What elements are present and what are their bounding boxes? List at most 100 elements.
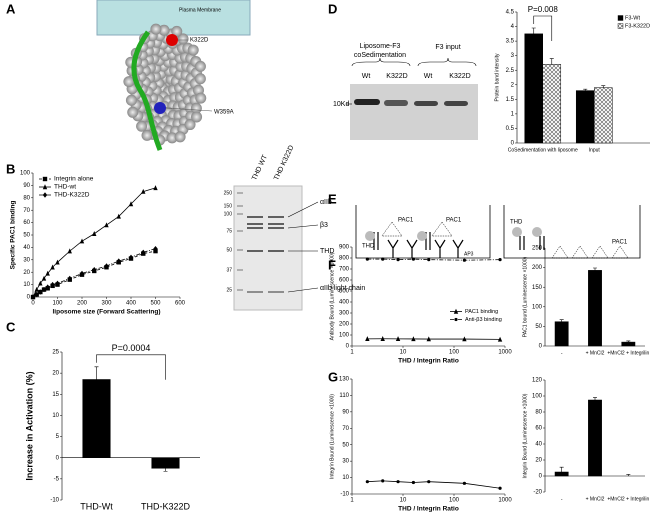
point — [411, 480, 416, 485]
y-tick-label: 40 — [23, 245, 30, 251]
atom — [125, 94, 137, 106]
point — [55, 280, 60, 287]
y-tick-label: 80 — [535, 410, 542, 416]
y-tick-label: 200 — [532, 265, 543, 271]
x-tick-label: 1 — [350, 498, 354, 504]
point — [380, 336, 385, 341]
point — [498, 258, 502, 262]
panel-label: D — [328, 1, 337, 16]
y-tick-label: 0 — [511, 141, 515, 147]
y-tick-label: 40 — [535, 442, 542, 448]
atom — [123, 76, 135, 88]
y-tick-label: -10 — [50, 498, 59, 504]
gel-marker: 100 — [224, 211, 233, 217]
point — [38, 280, 43, 286]
x-axis-label: liposome size (Forward Scattering) — [53, 309, 161, 316]
legend-label: THD-wt — [54, 184, 76, 191]
point — [45, 270, 50, 276]
y-tick-label: 1 — [511, 111, 515, 117]
y-tick-label: 2 — [511, 82, 515, 88]
y-tick-label: 80 — [23, 195, 30, 201]
y-tick-label: 20 — [23, 270, 30, 276]
gel-band-label: αIIb light chain — [320, 285, 365, 292]
gel-marker: 250 — [224, 190, 233, 196]
gel — [233, 185, 303, 311]
point — [462, 336, 467, 342]
blot-band — [384, 100, 408, 106]
panel-label: G — [328, 369, 338, 384]
point — [153, 185, 158, 191]
arrow — [287, 201, 319, 218]
pac1-triangles — [381, 221, 629, 259]
atom — [166, 132, 178, 144]
y-axis-label: Specific PAC1 binding — [10, 201, 17, 270]
atom — [195, 92, 207, 104]
point — [141, 249, 146, 256]
y-tick-label: 25 — [52, 350, 59, 356]
legend-marker — [42, 184, 48, 190]
gel-band-label: β3 — [320, 222, 328, 229]
y-tick-label: 0 — [27, 295, 31, 301]
bar — [594, 87, 613, 144]
point — [55, 259, 60, 265]
atom — [191, 111, 203, 123]
brace — [351, 57, 411, 67]
point — [396, 480, 400, 484]
gel-bands: 250 150 100 75 50 37 25 αIIb β3 THD αIIb light cha… — [224, 190, 366, 293]
blot-band — [444, 101, 468, 106]
point — [462, 481, 467, 485]
diagram-label: THD — [362, 244, 375, 250]
x-tick-label: 1000 — [498, 350, 512, 356]
y-tick-label: -20 — [533, 490, 542, 496]
atom — [190, 102, 202, 114]
atom — [136, 120, 148, 132]
series-line — [367, 480, 501, 489]
point — [41, 275, 47, 281]
error-bar — [601, 85, 606, 88]
legend-label: Integrin alone — [54, 176, 94, 183]
series-line — [32, 187, 156, 298]
error-bar — [626, 340, 631, 343]
y-tick-label: 2.5 — [506, 68, 515, 74]
error-bar — [583, 88, 588, 91]
lane-label: THD WT — [251, 153, 269, 181]
arrow — [287, 287, 319, 293]
error-bar — [94, 366, 99, 380]
y-tick-label: 50 — [342, 442, 349, 448]
legend-label: THD-K322D — [54, 192, 90, 199]
point — [365, 336, 370, 342]
gel-marker: 50 — [226, 247, 232, 253]
point — [128, 201, 134, 207]
point — [381, 479, 385, 483]
helix — [131, 30, 163, 151]
legend-swatch — [617, 23, 624, 29]
blot-band — [414, 101, 438, 106]
y-tick-label: 100 — [20, 171, 31, 177]
w359a-site — [154, 102, 166, 114]
error-bar — [163, 468, 168, 472]
bar — [554, 321, 569, 347]
bar — [82, 379, 111, 458]
y-tick-label: 4 — [511, 24, 515, 30]
x-tick-label: 1000 — [498, 498, 512, 504]
y-tick-label: 4.5 — [506, 10, 515, 16]
point — [79, 270, 85, 277]
point — [38, 289, 43, 295]
annotation: P=0.0004 — [112, 343, 151, 353]
x-tick-label: Input — [589, 147, 601, 153]
series-line — [367, 338, 501, 340]
gel-band-label: THD — [320, 248, 334, 255]
panel-label: F — [328, 257, 336, 272]
y-tick-label: 0 — [539, 344, 543, 350]
x-tick-label: 600 — [175, 301, 186, 307]
y-tick-label: -5 — [54, 476, 60, 482]
error-bar — [549, 58, 554, 65]
x-tick-label: 10 — [400, 498, 407, 504]
atom — [127, 106, 139, 118]
point — [92, 267, 97, 273]
x-tick-label: +MnCl2 + Integrilin — [607, 350, 649, 356]
bar — [588, 270, 602, 347]
x-tick-label: THD-K322D — [141, 501, 191, 511]
panel-label: B — [6, 161, 15, 176]
